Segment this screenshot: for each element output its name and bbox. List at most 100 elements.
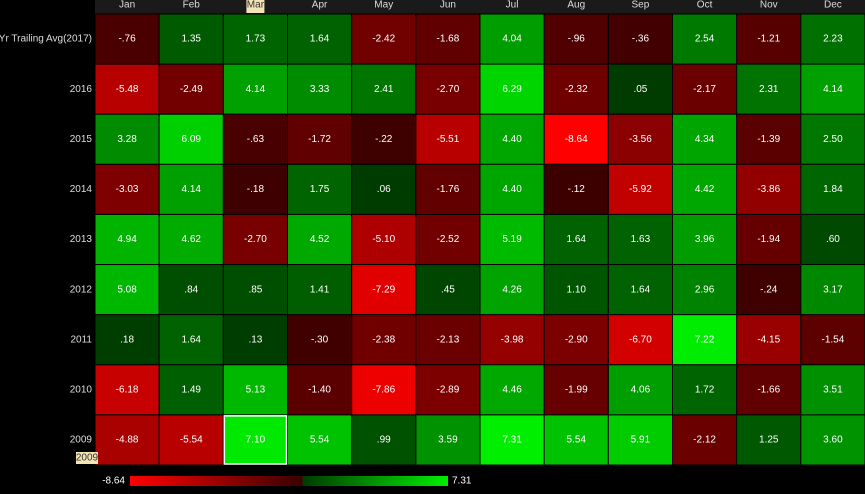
cell-label: 4.52: [310, 234, 330, 245]
cell-label: .99: [377, 435, 391, 446]
heatmap-cell: [222, 113, 288, 165]
cell-label: -2.32: [565, 84, 588, 95]
cell-label: 5.08: [117, 284, 137, 295]
heatmap-cell: [672, 364, 738, 416]
heatmap-cell: [736, 414, 802, 466]
heatmap-cell: [287, 314, 353, 366]
cell-label: 2.41: [374, 84, 394, 95]
cell-label: -1.94: [757, 234, 780, 245]
cell-label: 5.54: [567, 435, 587, 446]
cell-label: -.36: [632, 34, 650, 45]
cell-label: -2.52: [437, 234, 460, 245]
heatmap-cell: [543, 213, 609, 266]
cell-label: 2.54: [695, 34, 715, 45]
cell-label: 5.91: [631, 435, 651, 446]
color-bar-max: 7.31: [452, 476, 472, 487]
cell-label: 5.13: [246, 384, 266, 395]
heatmap-cell: [287, 113, 353, 165]
cell-label: -2.12: [693, 435, 716, 446]
cell-label: 1.73: [246, 34, 266, 45]
cell-label: -.18: [247, 184, 265, 195]
row-label: 2012: [70, 284, 93, 295]
cell-label: 2.23: [823, 34, 843, 45]
cell-label: 3.59: [438, 435, 458, 446]
cell-label: 4.14: [246, 84, 266, 95]
cell-label: 4.34: [695, 134, 715, 145]
cell-label: 1.64: [631, 284, 651, 295]
cell-label: 7.22: [695, 334, 715, 345]
cell-label: 1.64: [182, 334, 202, 345]
cell-label: 4.14: [823, 84, 843, 95]
cell-label: 1.64: [567, 234, 587, 245]
cell-label: -2.89: [437, 384, 460, 395]
heatmap-cell: [351, 364, 417, 416]
cursor-label: 2009: [76, 453, 99, 464]
cell-label: -2.38: [372, 334, 395, 345]
cell-label: -1.72: [308, 134, 331, 145]
column-label: Jan: [119, 0, 135, 11]
heatmap-cell: [479, 163, 545, 215]
column-label: Mar: [247, 0, 265, 11]
cell-label: 7.10: [246, 435, 266, 446]
column-label: Sep: [632, 0, 650, 11]
row-label: 2010: [70, 384, 93, 395]
header-highlight: [246, 0, 265, 13]
row-label: 8 Yr Trailing Avg(2017): [0, 34, 92, 45]
cell-label: .60: [826, 234, 840, 245]
cell-label: 4.94: [117, 234, 137, 245]
cell-label: -.63: [247, 134, 265, 145]
heatmap-cell: [415, 213, 481, 266]
cell-label: -4.15: [757, 334, 780, 345]
cell-label: 2.31: [759, 84, 779, 95]
cell-label: 3.96: [695, 234, 715, 245]
cell-label: 3.60: [823, 435, 843, 446]
cell-label: 5.54: [310, 435, 330, 446]
heatmap-cell: [800, 63, 865, 115]
color-bar: [130, 476, 448, 486]
heatmap-cell: [543, 13, 609, 65]
heatmap-cell: [800, 264, 865, 316]
heatmap-cell: [543, 113, 609, 165]
heatmap-cell: [222, 314, 288, 366]
cell-label: -.12: [568, 184, 586, 195]
cell-label: -.24: [760, 284, 778, 295]
cell-label: -3.98: [501, 334, 524, 345]
column-label: Oct: [697, 0, 713, 11]
column-label: Jun: [440, 0, 456, 11]
heatmap-cell: [287, 264, 353, 316]
cell-label: 4.26: [502, 284, 522, 295]
cell-label: -4.88: [116, 435, 139, 446]
cell-label: -5.10: [372, 234, 395, 245]
cell-label: 1.41: [310, 284, 330, 295]
heatmap-cell: [351, 414, 417, 466]
heatmap-cell: [351, 163, 417, 215]
heatmap-cell: [672, 163, 738, 215]
column-label: Dec: [824, 0, 842, 11]
heatmap-cell: [607, 264, 673, 316]
heatmap-cell: [607, 113, 673, 165]
heatmap-cell: [479, 113, 545, 165]
cell-label: -2.90: [565, 334, 588, 345]
column-label: Aug: [567, 0, 585, 11]
cell-label: -6.18: [116, 384, 139, 395]
cell-label: 1.10: [567, 284, 587, 295]
cell-label: .06: [377, 184, 391, 195]
heatmap-cell: [415, 63, 481, 115]
cell-label: -5.51: [437, 134, 460, 145]
heatmap-cell: [800, 163, 865, 215]
row-label: 2015: [70, 134, 93, 145]
heatmap-cell: [479, 414, 545, 466]
cell-label: -2.49: [180, 84, 203, 95]
heatmap-cell: [672, 213, 738, 266]
cell-label: 3.33: [310, 84, 330, 95]
heatmap-cell: [479, 63, 545, 115]
cell-label: 1.35: [182, 34, 202, 45]
heatmap-cell: [800, 414, 865, 466]
cell-label: 4.14: [182, 184, 202, 195]
row-label: 2011: [70, 334, 92, 345]
cell-label: -3.86: [757, 184, 780, 195]
heatmap-cell: [287, 213, 353, 266]
cell-label: -1.21: [757, 34, 780, 45]
cell-label: 4.06: [631, 384, 651, 395]
heatmap-cell: [94, 264, 160, 316]
